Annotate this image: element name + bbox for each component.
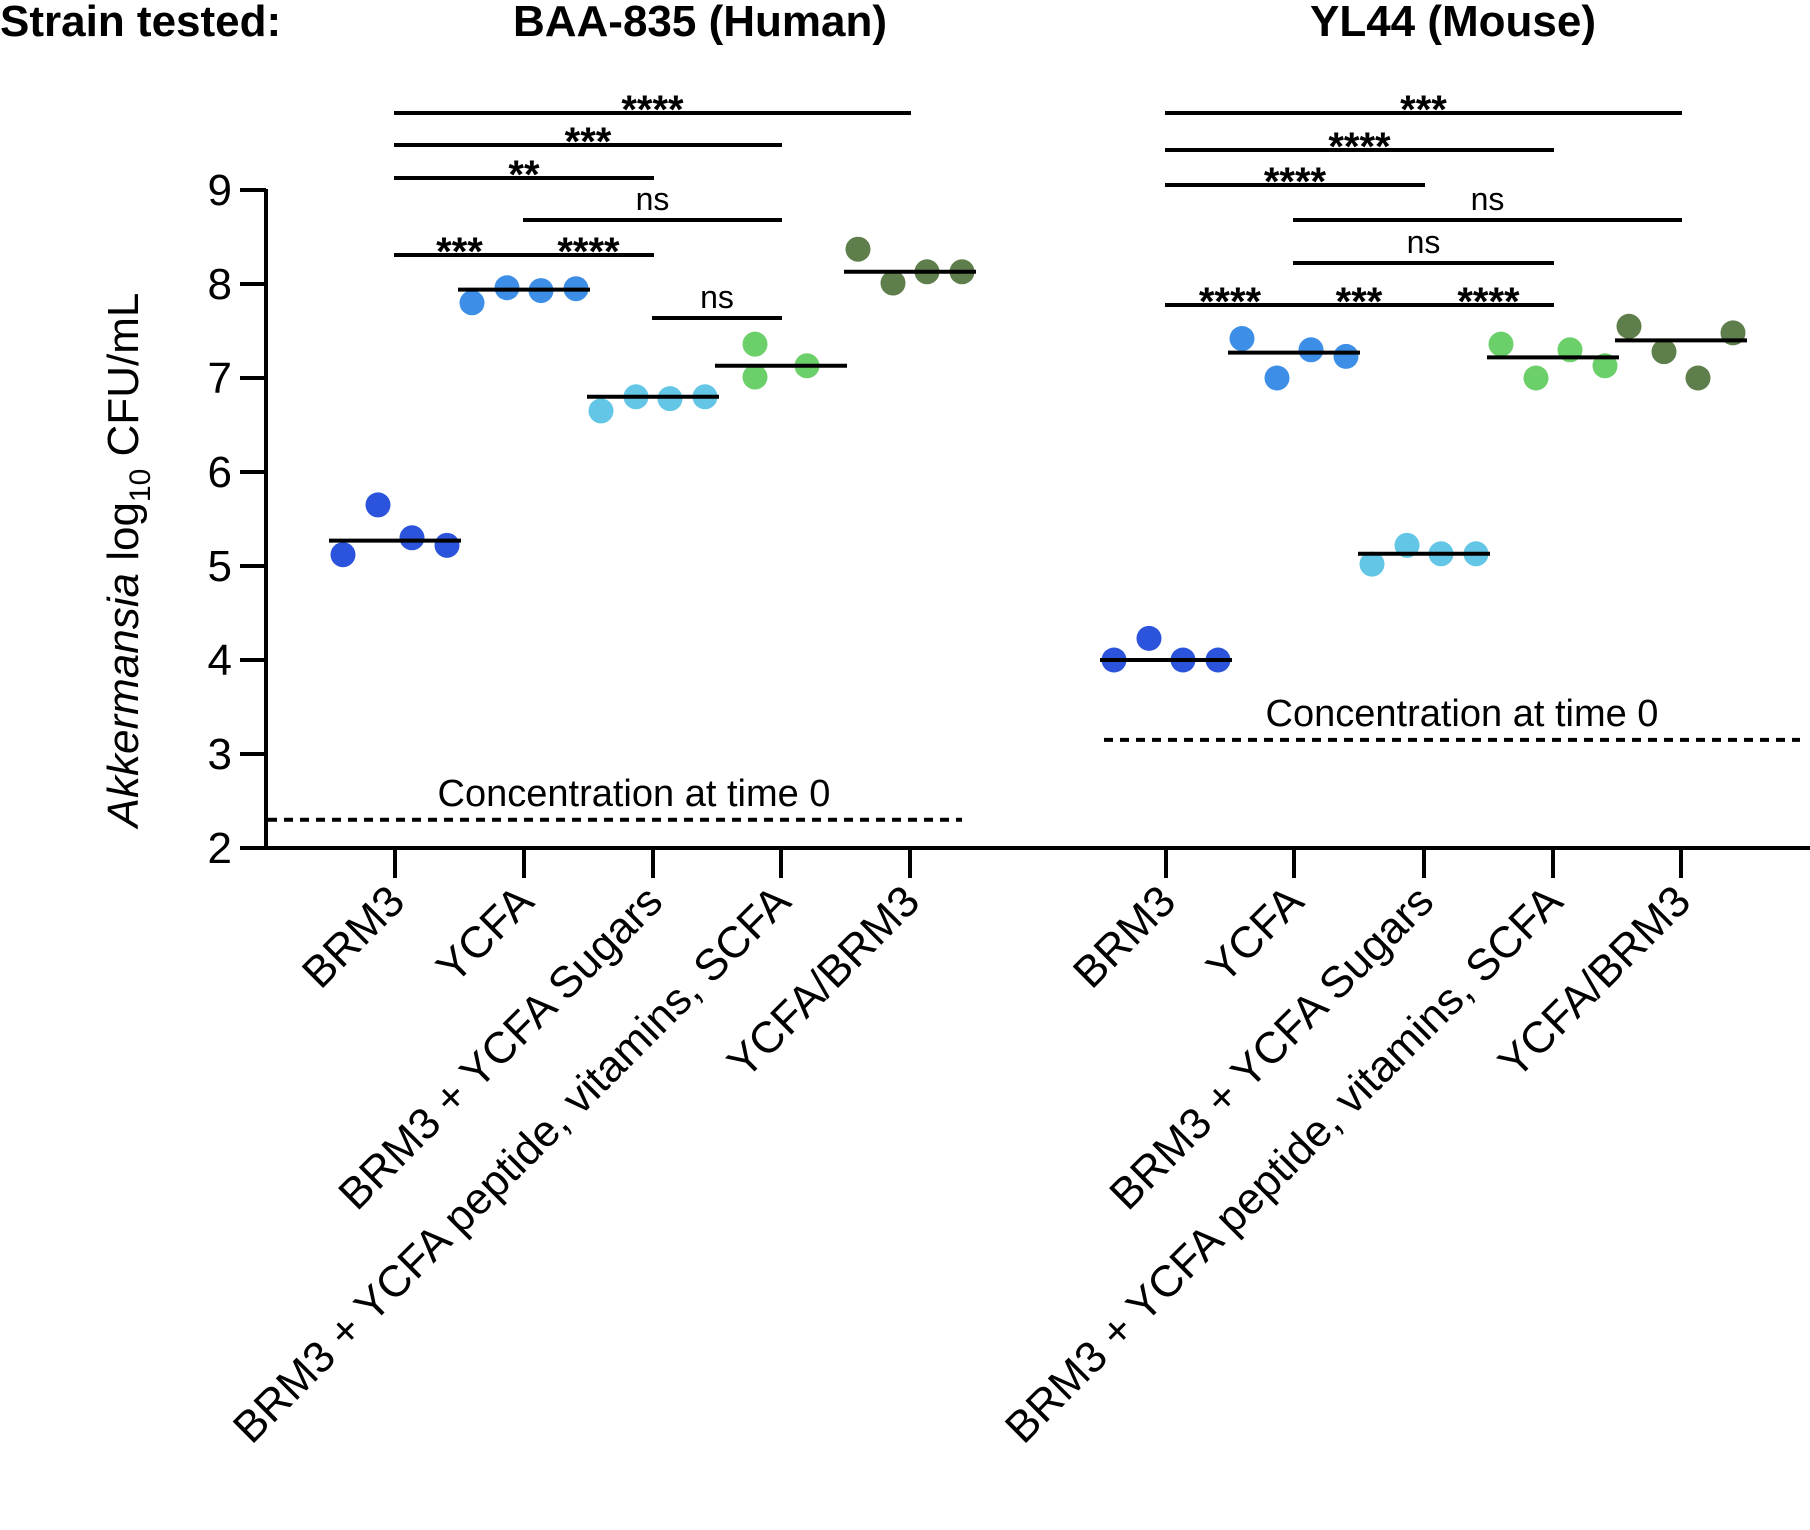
y-axis-title-log: log	[99, 502, 148, 573]
data-point	[1136, 625, 1162, 651]
y-axis-title-unit: CFU/mL	[99, 293, 148, 469]
y-tick-label: 3	[208, 730, 232, 779]
x-tick-label: BRM3	[293, 876, 414, 997]
data-point	[1488, 331, 1514, 357]
y-axis-title: Akkermansia log10 CFU/mL	[99, 293, 157, 831]
y-tick-label: 8	[208, 260, 232, 309]
panel-title-human: BAA-835 (Human)	[513, 0, 887, 46]
y-axis-title-genus: Akkermansia	[99, 573, 148, 830]
data-point	[845, 236, 871, 262]
data-point	[1685, 365, 1711, 391]
data-point	[330, 542, 356, 568]
data-point	[1333, 343, 1359, 369]
x-tick-label: YCFA	[1197, 876, 1313, 992]
y-tick-label: 6	[208, 448, 232, 497]
significance-stars-label: ****	[1199, 280, 1262, 324]
data-point	[365, 492, 391, 518]
y-tick-label: 2	[208, 824, 232, 873]
significance-ns-label: ns	[1471, 181, 1505, 217]
panel-title-mouse: YL44 (Mouse)	[1310, 0, 1596, 46]
y-tick-label: 4	[208, 636, 232, 685]
significance-stars-label: ****	[621, 88, 684, 132]
baseline-label: Concentration at time 0	[438, 773, 831, 815]
strain-tested-label: Strain tested:	[0, 0, 281, 46]
significance-ns-label: ns	[700, 279, 734, 315]
axes-layer: 2 3 4 5 6 7 8 9	[208, 166, 1810, 878]
data-point	[399, 525, 425, 551]
y-tick-label: 5	[208, 542, 232, 591]
data-point	[459, 290, 485, 316]
data-point	[880, 270, 906, 296]
y-tick-label: 9	[208, 166, 232, 215]
data-point	[1523, 365, 1549, 391]
median-lines-layer	[329, 269, 1747, 662]
data-point	[742, 331, 768, 357]
baseline-label: Concentration at time 0	[1266, 693, 1659, 735]
data-point	[742, 364, 768, 390]
data-point	[1264, 365, 1290, 391]
data-point	[1359, 551, 1385, 577]
x-tick-label: YCFA	[427, 876, 543, 992]
significance-ns-label: ns	[636, 181, 670, 217]
significance-stars-label: ***	[565, 120, 612, 164]
baseline-layer: Concentration at time 0 Concentration at …	[268, 693, 1800, 822]
significance-stars-label: ***	[1400, 88, 1447, 132]
significance-stars-label: ****	[1457, 280, 1520, 324]
significance-stars-label: ****	[557, 230, 620, 274]
significance-stars-label: ****	[1328, 125, 1391, 169]
x-tick-label: BRM3	[1064, 876, 1185, 997]
data-point	[1394, 532, 1420, 558]
data-point	[1616, 313, 1642, 339]
significance-stars-label: ****	[1264, 160, 1327, 204]
data-point	[1298, 337, 1324, 363]
data-point	[434, 532, 460, 558]
significance-stars-label: **	[508, 153, 540, 197]
data-point	[1651, 339, 1677, 365]
y-tick-label: 7	[208, 354, 232, 403]
data-point	[588, 398, 614, 424]
significance-stars-label: ***	[1336, 280, 1383, 324]
significance-stars-label: ***	[436, 230, 483, 274]
data-point	[1592, 353, 1618, 379]
data-points-layer	[330, 236, 1746, 673]
significance-ns-label: ns	[1407, 224, 1441, 260]
y-axis-title-subscript: 10	[124, 469, 157, 502]
data-point	[1229, 326, 1255, 352]
